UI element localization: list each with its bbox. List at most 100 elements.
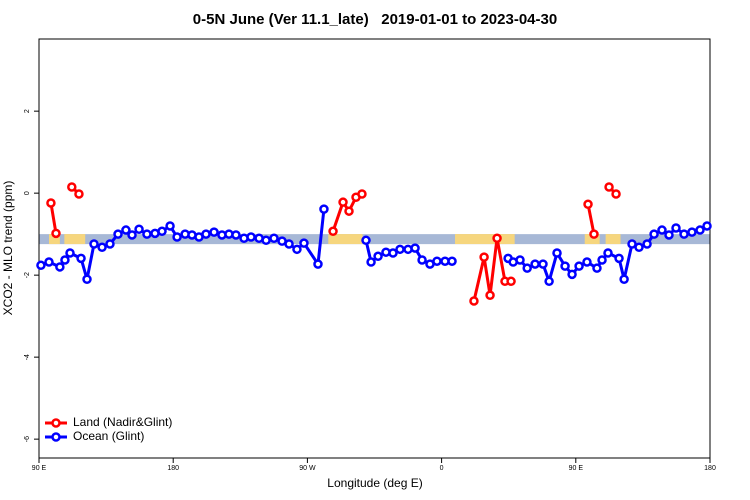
data-point — [82, 274, 92, 284]
data-point — [284, 239, 294, 249]
data-point — [246, 232, 256, 242]
x-tick-label: 90 E — [569, 465, 584, 472]
data-point — [201, 229, 211, 239]
data-point — [679, 229, 689, 239]
data-point — [299, 238, 309, 248]
data-point — [702, 221, 712, 231]
data-point — [231, 230, 241, 240]
data-point — [361, 235, 371, 246]
data-point — [597, 255, 607, 265]
data-point — [113, 229, 123, 239]
data-point — [142, 229, 152, 239]
data-point — [664, 230, 674, 240]
data-point — [209, 227, 219, 237]
land-band — [328, 234, 363, 245]
data-point — [642, 239, 652, 249]
data-point — [134, 224, 144, 234]
data-point — [603, 248, 613, 258]
data-point — [592, 263, 602, 273]
data-point — [538, 259, 548, 269]
data-point — [157, 226, 167, 237]
data-point — [560, 261, 570, 271]
data-point — [634, 242, 644, 253]
data-point — [574, 261, 584, 271]
data-point — [65, 248, 75, 258]
data-point — [657, 225, 667, 235]
data-point — [74, 189, 84, 199]
data-point — [614, 253, 624, 264]
data-point — [261, 235, 271, 246]
data-point — [589, 229, 599, 239]
data-point — [544, 276, 554, 287]
data-point — [44, 257, 54, 267]
x-tick-label: 0 — [440, 465, 444, 472]
data-point — [313, 259, 323, 269]
data-point — [432, 256, 442, 266]
legend-label: Ocean (Glint) — [73, 429, 144, 443]
data-point — [319, 204, 329, 214]
data-point — [469, 296, 479, 306]
data-point — [530, 259, 540, 269]
land-band — [584, 234, 600, 245]
data-point — [292, 244, 302, 255]
legend-label: Land (Nadir&Glint) — [73, 415, 172, 429]
land-band — [64, 234, 86, 245]
data-point — [611, 189, 621, 199]
data-point — [373, 251, 383, 262]
series-line — [40, 208, 708, 287]
data-point — [121, 225, 131, 235]
data-point — [269, 233, 279, 244]
data-point — [410, 243, 420, 253]
chart-title: 0-5N June (Ver 11.1_late) 2019-01-01 to … — [193, 11, 557, 28]
y-tick-label: -4 — [24, 354, 31, 360]
data-point — [567, 269, 577, 280]
data-point — [395, 244, 405, 255]
data-point — [357, 189, 367, 199]
plot-frame — [38, 38, 711, 459]
data-point — [97, 242, 107, 253]
data-point — [671, 223, 681, 233]
x-tick-label: 180 — [167, 465, 179, 472]
data-point — [344, 206, 354, 216]
land-band — [605, 234, 621, 245]
data-point — [89, 239, 99, 249]
data-point — [366, 257, 376, 267]
data-point — [627, 239, 637, 249]
data-point — [506, 276, 516, 287]
y-tick-label: 2 — [24, 109, 31, 113]
data-point — [649, 229, 659, 239]
data-point — [105, 239, 115, 249]
land-band — [455, 234, 515, 245]
data-point — [447, 256, 457, 266]
y-tick-label: 0 — [24, 191, 31, 195]
data-point — [479, 252, 489, 262]
data-point — [552, 248, 562, 258]
y-tick-label: -6 — [24, 436, 31, 442]
data-point — [485, 290, 495, 300]
data-point — [492, 233, 502, 244]
data-point — [619, 274, 629, 284]
x-tick-label: 90 W — [299, 465, 316, 472]
data-point — [338, 197, 348, 207]
data-point — [582, 257, 592, 267]
data-point — [583, 199, 593, 209]
data-point — [328, 226, 338, 237]
data-point — [417, 255, 427, 265]
y-tick-label: -2 — [24, 272, 31, 278]
data-point — [687, 227, 697, 237]
x-axis-label: Longitude (deg E) — [327, 476, 422, 490]
data-point — [604, 182, 614, 192]
data-point — [46, 198, 56, 208]
data-point — [67, 182, 77, 192]
legend-marker — [51, 432, 61, 442]
data-point — [36, 260, 46, 271]
land-band — [48, 234, 60, 245]
legend-marker — [51, 418, 61, 428]
x-tick-label: 90 E — [32, 465, 47, 472]
data-point — [695, 225, 705, 235]
data-point — [127, 230, 137, 240]
data-point — [76, 253, 86, 264]
data-point — [51, 228, 61, 239]
data-point — [388, 248, 398, 258]
